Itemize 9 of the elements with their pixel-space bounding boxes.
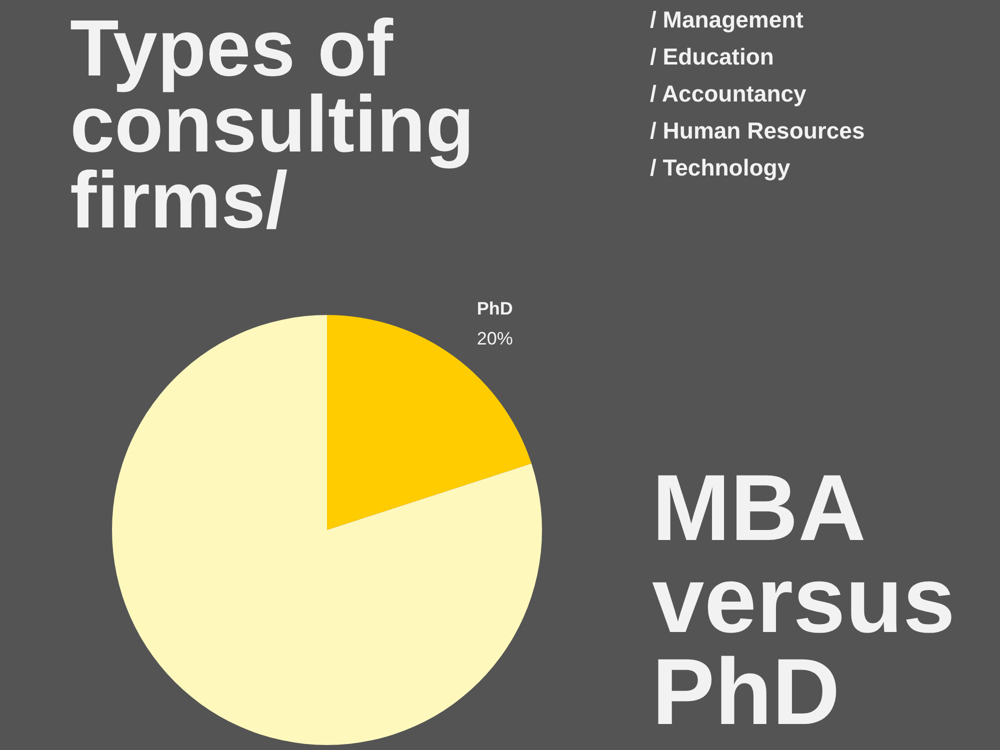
text: / Technology bbox=[650, 154, 790, 180]
text: / Human Resources bbox=[650, 118, 865, 144]
text: / Accountancy bbox=[650, 80, 807, 106]
text: MBA versus PhD bbox=[652, 455, 956, 744]
text: / Management bbox=[650, 6, 804, 32]
text: / Education bbox=[650, 44, 774, 70]
data-label: 20% bbox=[476, 328, 513, 349]
chart-title: Types of consulting firms/ bbox=[70, 4, 497, 244]
slice-label: PhD bbox=[476, 298, 513, 319]
